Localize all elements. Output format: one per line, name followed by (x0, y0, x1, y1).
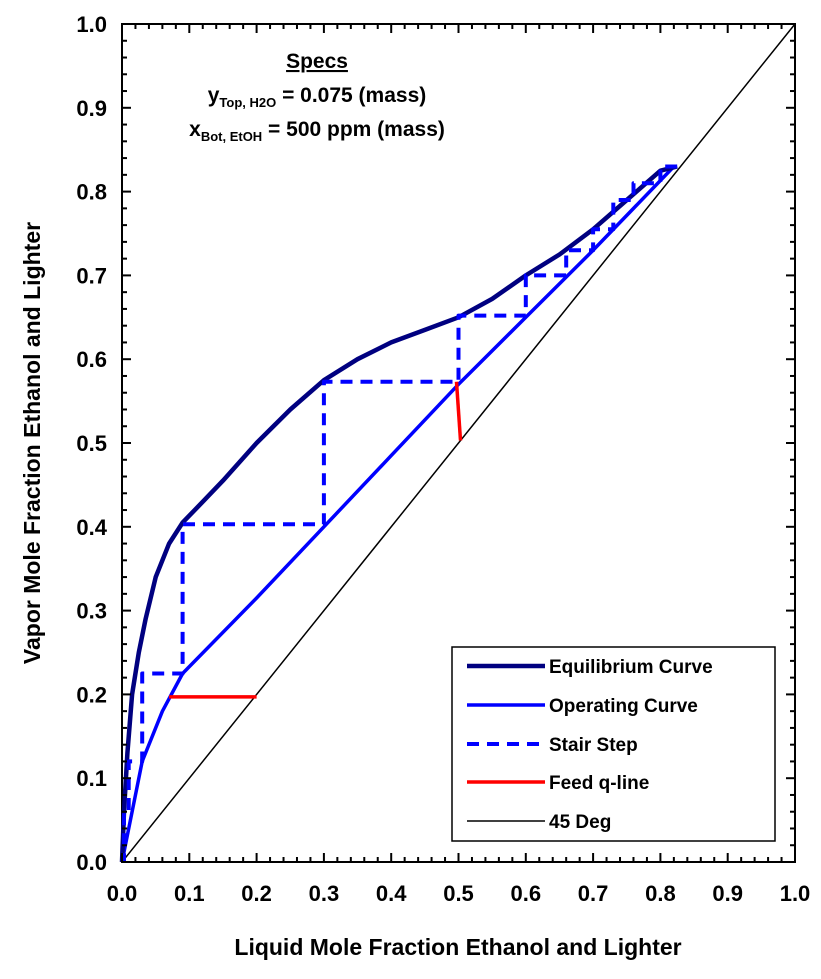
x-tick-label: 1.0 (780, 881, 811, 906)
legend-label-operating: Operating Curve (549, 696, 698, 717)
specs-title: Specs (286, 50, 348, 73)
y-axis-title: Vapor Mole Fraction Ethanol and Lighter (19, 222, 45, 664)
specs-top-sub: Top, H2O (219, 95, 276, 110)
x-axis-title: Liquid Mole Fraction Ethanol and Lighter (234, 934, 681, 960)
x-tick-label: 0.7 (578, 881, 609, 906)
y-tick-label: 0.9 (76, 96, 107, 121)
stair-step-line (122, 164, 678, 862)
x-tick-label: 0.8 (645, 881, 676, 906)
specs-top-text: = 0.075 (mass) (276, 84, 426, 107)
y-tick-label: 0.6 (76, 347, 107, 372)
operating-curve-line (120, 165, 676, 863)
legend-label-45deg: 45 Deg (549, 812, 611, 833)
y-tick-label: 0.3 (76, 599, 107, 624)
tick-labels: 0.0 0.1 0.2 0.3 0.4 0.5 0.6 0.7 0.8 0.9 1.0 0.0 0.1 0… (76, 12, 810, 906)
x-tick-label: 0.0 (107, 881, 138, 906)
specs-bot-sub: Bot, EtOH (201, 129, 262, 144)
y-tick-label: 0.8 (76, 180, 107, 205)
legend-label-qline: Feed q-line (549, 773, 649, 794)
y-tick-label: 0.7 (76, 263, 107, 288)
x-tick-label: 0.1 (174, 881, 205, 906)
specs-bot-var: x (189, 118, 201, 141)
x-tick-label: 0.4 (376, 881, 407, 906)
legend-box (451, 646, 776, 842)
x-tick-label: 0.5 (443, 881, 474, 906)
specs-annotation: Specs yTop, H2O = 0.075 (mass) xBot, EtO… (189, 50, 445, 144)
legend-label-equilibrium: Equilibrium Curve (549, 657, 713, 678)
x-tick-label: 0.2 (241, 881, 272, 906)
x-tick-label: 0.9 (712, 881, 743, 906)
axis-ticks (121, 23, 796, 863)
specs-top-var: y (208, 84, 220, 107)
x-tick-label: 0.6 (511, 881, 542, 906)
specs-bot-text: = 500 ppm (mass) (262, 118, 445, 141)
y-tick-label: 0.5 (76, 431, 107, 456)
curves (119, 23, 796, 863)
specs-line-bot: xBot, EtOH = 500 ppm (mass) (189, 118, 445, 144)
45-deg-line (121, 23, 796, 863)
y-tick-label: 1.0 (76, 12, 107, 37)
y-tick-label: 0.4 (76, 515, 107, 540)
legend: Equilibrium Curve Operating Curve Stair … (451, 646, 776, 842)
y-tick-label: 0.0 (76, 850, 107, 875)
feed-q-line-segment (454, 381, 463, 441)
specs-line-top: yTop, H2O = 0.075 (mass) (208, 84, 427, 110)
equilibrium-curve-line (119, 164, 678, 863)
x-tick-label: 0.3 (309, 881, 340, 906)
y-tick-label: 0.1 (76, 766, 107, 791)
y-tick-label: 0.2 (76, 682, 107, 707)
legend-label-stair: Stair Step (549, 735, 638, 756)
